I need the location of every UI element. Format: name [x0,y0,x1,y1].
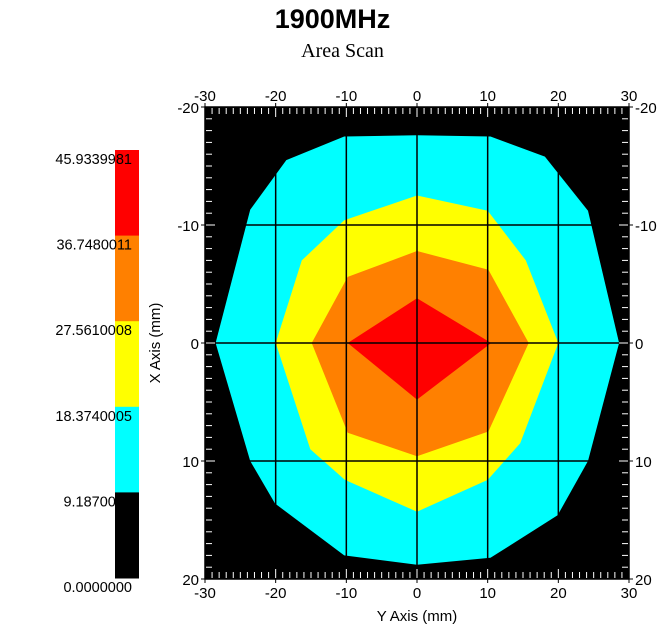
x-tick-label-top: -10 [335,88,357,105]
y-tick-label-left: 0 [191,336,199,353]
y-tick-label-left: 10 [182,454,199,471]
y-tick-label-right: -10 [635,218,657,235]
y-tick-label-left: -10 [177,218,199,235]
x-tick-label-top: -30 [194,88,216,105]
y-tick-label-right: 0 [635,336,643,353]
x-tick-label-top: 0 [413,88,421,105]
y-tick-label-right: 20 [635,572,652,589]
legend-swatch [115,321,139,408]
x-tick-label-bottom: -20 [265,585,287,602]
y-tick-label-left: 20 [182,572,199,589]
x-tick-label-bottom: 10 [479,585,496,602]
x-tick-label-bottom: 30 [621,585,638,602]
x-tick-label-top: 10 [479,88,496,105]
contour-region [347,298,492,400]
x-axis-label: Y Axis (mm) [377,608,458,625]
y-axis-label: X Axis (mm) [147,303,164,384]
y-tick-label-right: -20 [635,100,657,117]
legend-label: 36.7480011 [56,238,132,254]
x-tick-label-bottom: -30 [194,585,216,602]
y-tick-label-right: 10 [635,454,652,471]
legend-label: 0.0000000 [63,580,132,596]
x-tick-label-bottom: 0 [413,585,421,602]
y-tick-label-left: -20 [177,100,199,117]
legend-label: 18.3740005 [55,409,132,425]
legend-swatch [115,150,139,237]
x-tick-label-top: -20 [265,88,287,105]
legend-swatch [115,235,139,322]
legend-label: 27.5610008 [55,323,132,339]
x-tick-label-top: 30 [621,88,638,105]
x-tick-label-top: 20 [550,88,567,105]
legend-label: 9.1870003 [63,494,132,510]
legend-swatch [115,492,139,579]
x-tick-label-bottom: 20 [550,585,567,602]
chart-title: 1900MHz [274,4,391,34]
x-tick-label-bottom: -10 [335,585,357,602]
legend-swatch [115,406,139,493]
legend-label: 45.9339981 [55,152,132,168]
chart-subtitle: Area Scan [301,40,384,62]
